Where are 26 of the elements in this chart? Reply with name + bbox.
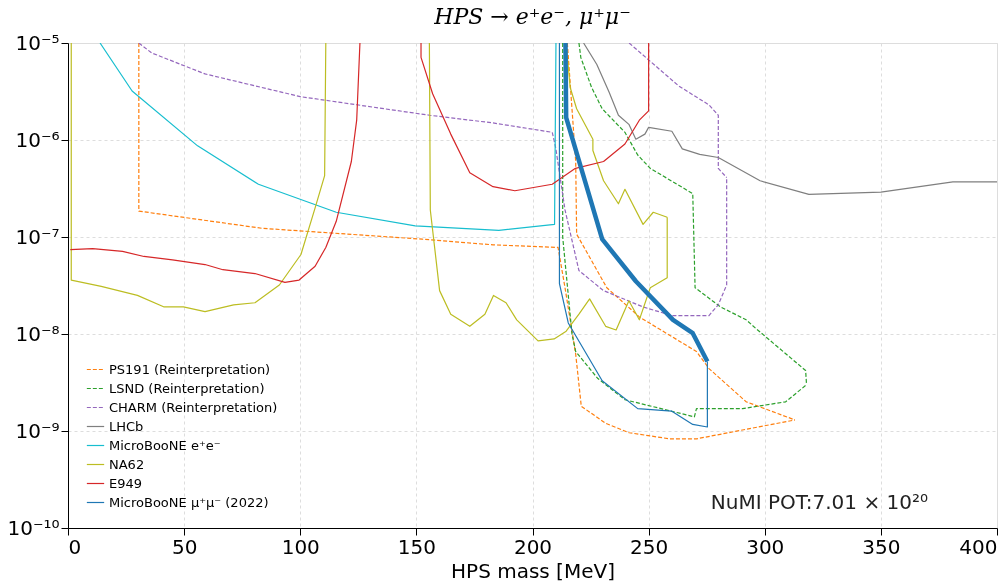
y-tick-label: 10⁻⁷ xyxy=(15,224,60,249)
legend-label: NA62 xyxy=(109,456,145,472)
x-tick-label: 250 xyxy=(630,534,669,559)
legend-label: LSND (Reinterpretation) xyxy=(109,380,265,396)
legend-label: MicroBooNE μ⁺μ⁻ (2022) xyxy=(109,494,269,510)
x-tick-label: 50 xyxy=(171,534,198,559)
y-tick-label: 10⁻⁹ xyxy=(15,418,60,443)
x-tick-label: 400 xyxy=(959,534,998,559)
y-tick-label: 10⁻⁵ xyxy=(15,30,60,55)
x-axis-title: HPS mass [MeV] xyxy=(451,558,615,583)
legend-label: LHCb xyxy=(109,418,144,434)
chart-title: HPS → e⁺e⁻, μ⁺μ⁻ xyxy=(433,4,631,29)
x-tick-label: 350 xyxy=(862,534,901,559)
legend-label: PS191 (Reinterpretation) xyxy=(109,361,271,377)
y-tick-label: 10⁻⁸ xyxy=(15,321,60,346)
legend-label: CHARM (Reinterpretation) xyxy=(109,399,278,415)
x-tick-label: 300 xyxy=(746,534,785,559)
x-tick-label: 100 xyxy=(281,534,320,559)
x-tick-label: 200 xyxy=(513,534,553,559)
y-tick-label: 10⁻¹⁰ xyxy=(7,515,60,540)
x-tick-label: 150 xyxy=(397,534,436,559)
legend-label: E949 xyxy=(109,475,143,491)
legend-label: MicroBooNE e⁺e⁻ xyxy=(109,437,221,453)
y-tick-label: 10⁻⁶ xyxy=(15,127,60,152)
x-tick-label: 0 xyxy=(68,534,82,559)
annotation: NuMI POT:7.01 × 10²⁰ xyxy=(710,490,928,514)
